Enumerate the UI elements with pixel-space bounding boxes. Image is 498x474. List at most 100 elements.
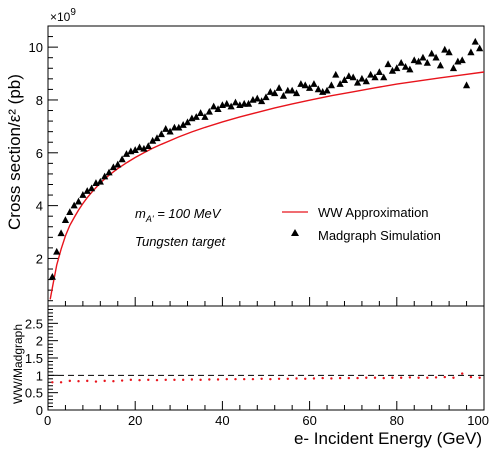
- madgraph-point: [271, 89, 279, 97]
- madgraph-point: [105, 168, 113, 176]
- madgraph-point: [397, 58, 405, 66]
- madgraph-point: [48, 272, 56, 280]
- madgraph-point: [61, 216, 70, 223]
- ratio-point: [234, 377, 237, 381]
- ratio-point: [269, 377, 272, 381]
- madgraph-point: [140, 144, 148, 152]
- madgraph-point: [101, 172, 109, 180]
- ratio-point: [77, 380, 80, 383]
- ratio-point: [277, 377, 281, 380]
- ratio-point: [295, 377, 298, 380]
- madgraph-point: [223, 99, 231, 107]
- madgraph-point: [66, 208, 74, 216]
- x-tick-label: 80: [390, 413, 404, 428]
- ratio-point: [173, 378, 176, 382]
- ratio-point: [190, 378, 194, 381]
- ratio-point: [417, 376, 420, 379]
- ratio-point: [225, 377, 228, 381]
- madgraph-point: [423, 58, 431, 66]
- madgraph-point: [153, 134, 161, 142]
- ratio-point: [286, 377, 289, 380]
- ratio-point: [181, 378, 185, 382]
- madgraph-point: [314, 85, 322, 93]
- madgraph-point: [367, 70, 375, 78]
- ratio-points: [51, 372, 481, 384]
- ratio-point: [68, 379, 72, 383]
- madgraph-point: [122, 150, 131, 157]
- madgraph-point: [380, 73, 388, 81]
- madgraph-point: [384, 60, 392, 68]
- ratio-point: [443, 375, 446, 379]
- ratio-point: [103, 379, 106, 383]
- ratio-point: [59, 381, 63, 384]
- madgraph-point: [253, 94, 261, 102]
- ratio-point: [478, 376, 481, 379]
- main-axis-ticks: 2 4 6 8 10: [29, 25, 485, 306]
- madgraph-point: [57, 229, 65, 237]
- x-tick-label: 0: [44, 413, 51, 428]
- madgraph-point: [471, 37, 479, 45]
- ratio-point: [330, 377, 333, 380]
- madgraph-point: [231, 98, 240, 106]
- legend-marker-madgraph: [291, 229, 299, 236]
- ratio-point: [356, 376, 359, 380]
- madgraph-point: [149, 136, 157, 144]
- madgraph-point: [449, 64, 458, 72]
- madgraph-point: [131, 146, 139, 153]
- madgraph-point: [410, 56, 418, 64]
- madgraph-point: [332, 70, 340, 78]
- y-axis-title: Cross section/ε² (pb): [5, 74, 24, 230]
- ratio-point: [164, 378, 167, 382]
- madgraph-point: [53, 247, 61, 255]
- madgraph-point: [428, 49, 436, 57]
- ratio-point: [434, 376, 438, 379]
- ww-approximation-curve: [49, 71, 485, 300]
- ratio-point: [452, 376, 455, 379]
- madgraph-point: [179, 121, 187, 128]
- madgraph-point: [297, 80, 305, 87]
- madgraph-point: [83, 187, 91, 194]
- ratio-point: [251, 377, 255, 381]
- madgraph-point: [401, 62, 410, 70]
- legend-label-madgraph: Madgraph Simulation: [318, 228, 441, 243]
- ratio-point: [112, 380, 115, 383]
- madgraph-point: [227, 102, 235, 110]
- madgraph-point: [210, 102, 218, 110]
- madgraph-point: [275, 84, 283, 91]
- ratio-point: [129, 378, 133, 382]
- ratio-point: [426, 376, 429, 379]
- ratio-point: [94, 380, 98, 383]
- madgraph-point: [157, 130, 165, 138]
- madgraph-point: [336, 80, 344, 87]
- ratio-point: [338, 376, 342, 380]
- madgraph-point: [406, 65, 414, 73]
- madgraph-point: [266, 88, 274, 95]
- madgraph-point: [288, 86, 296, 94]
- madgraph-point: [183, 118, 192, 126]
- madgraph-point: [258, 97, 266, 105]
- ratio-point: [51, 381, 54, 384]
- ratio-axis-ticks: 00.511.522.50 20 40 60 80 100: [25, 305, 489, 428]
- ratio-y-tick-label: 1.5: [25, 351, 43, 366]
- ratio-point: [373, 376, 377, 379]
- madgraph-point: [476, 44, 484, 52]
- y-tick-label: 8: [36, 93, 43, 108]
- ratio-point: [382, 376, 385, 380]
- madgraph-point: [205, 107, 213, 115]
- madgraph-point: [79, 191, 87, 198]
- madgraph-point: [175, 123, 183, 131]
- madgraph-point: [371, 73, 379, 81]
- ratio-point: [304, 377, 307, 380]
- ratio-point: [469, 375, 473, 379]
- madgraph-point: [458, 56, 466, 64]
- annotation-mass: mA' = 100 MeV: [135, 206, 222, 224]
- ww-approximation-line: [49, 71, 485, 300]
- madgraph-point: [467, 48, 475, 56]
- madgraph-point: [88, 184, 96, 192]
- madgraph-point: [74, 197, 83, 205]
- ratio-y-tick-label: 2.5: [25, 316, 43, 331]
- madgraph-point: [244, 99, 253, 107]
- ratio-point: [260, 377, 263, 380]
- ratio-point: [365, 376, 368, 379]
